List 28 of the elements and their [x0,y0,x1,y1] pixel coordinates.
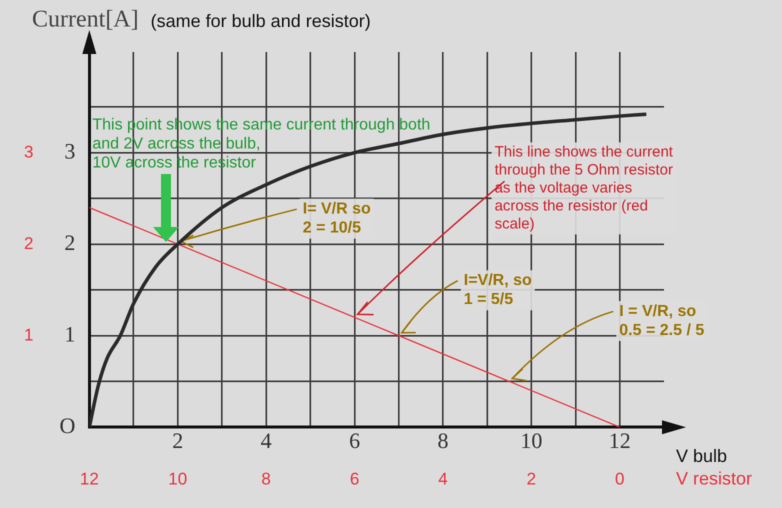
x-tick-label: 12 [608,428,631,454]
x2-tick-label: 4 [438,469,448,488]
x-tick-label: 2 [172,428,184,454]
text: (same for bulb and resistor) [150,10,371,31]
annotation: I = V/R, so 0.5 = 2.5 / 5 [619,302,704,339]
y2-tick-label: 2 [24,234,34,253]
y-tick-label: 3 [64,138,76,164]
y2-tick-label: 1 [24,325,34,344]
y-tick-label: 1 [64,321,76,346]
x2-tick-label: 12 [80,469,99,488]
x2-tick-label: 2 [526,469,536,488]
y-tick-label: 2 [64,230,76,255]
y-axis-title: Current[A] [32,6,139,32]
y-tick-label: O [59,412,76,438]
x2-tick-label: 0 [615,469,625,488]
annotation: I= V/R so 2 = 10/5 [302,200,371,237]
x2-tick-label: 10 [168,469,188,488]
x-axis-title: V bulb [676,446,728,466]
x2-tick-label: 6 [350,469,360,488]
x-tick-label: 8 [437,428,448,454]
x-tick-label: 4 [260,428,272,454]
y2-tick-label: 3 [24,142,34,162]
x2-tick-label: 8 [261,469,271,488]
x-tick-label: 6 [349,428,360,454]
annotation: This line shows the current through the 5 Ohm resistor as the voltage varies across the resistor (red scale) [494,144,674,233]
annotation: I=V/R, so 1 = 5/5 [464,272,532,308]
x2-axis-title: V resistor [676,468,752,489]
x-tick-label: 10 [520,428,542,454]
